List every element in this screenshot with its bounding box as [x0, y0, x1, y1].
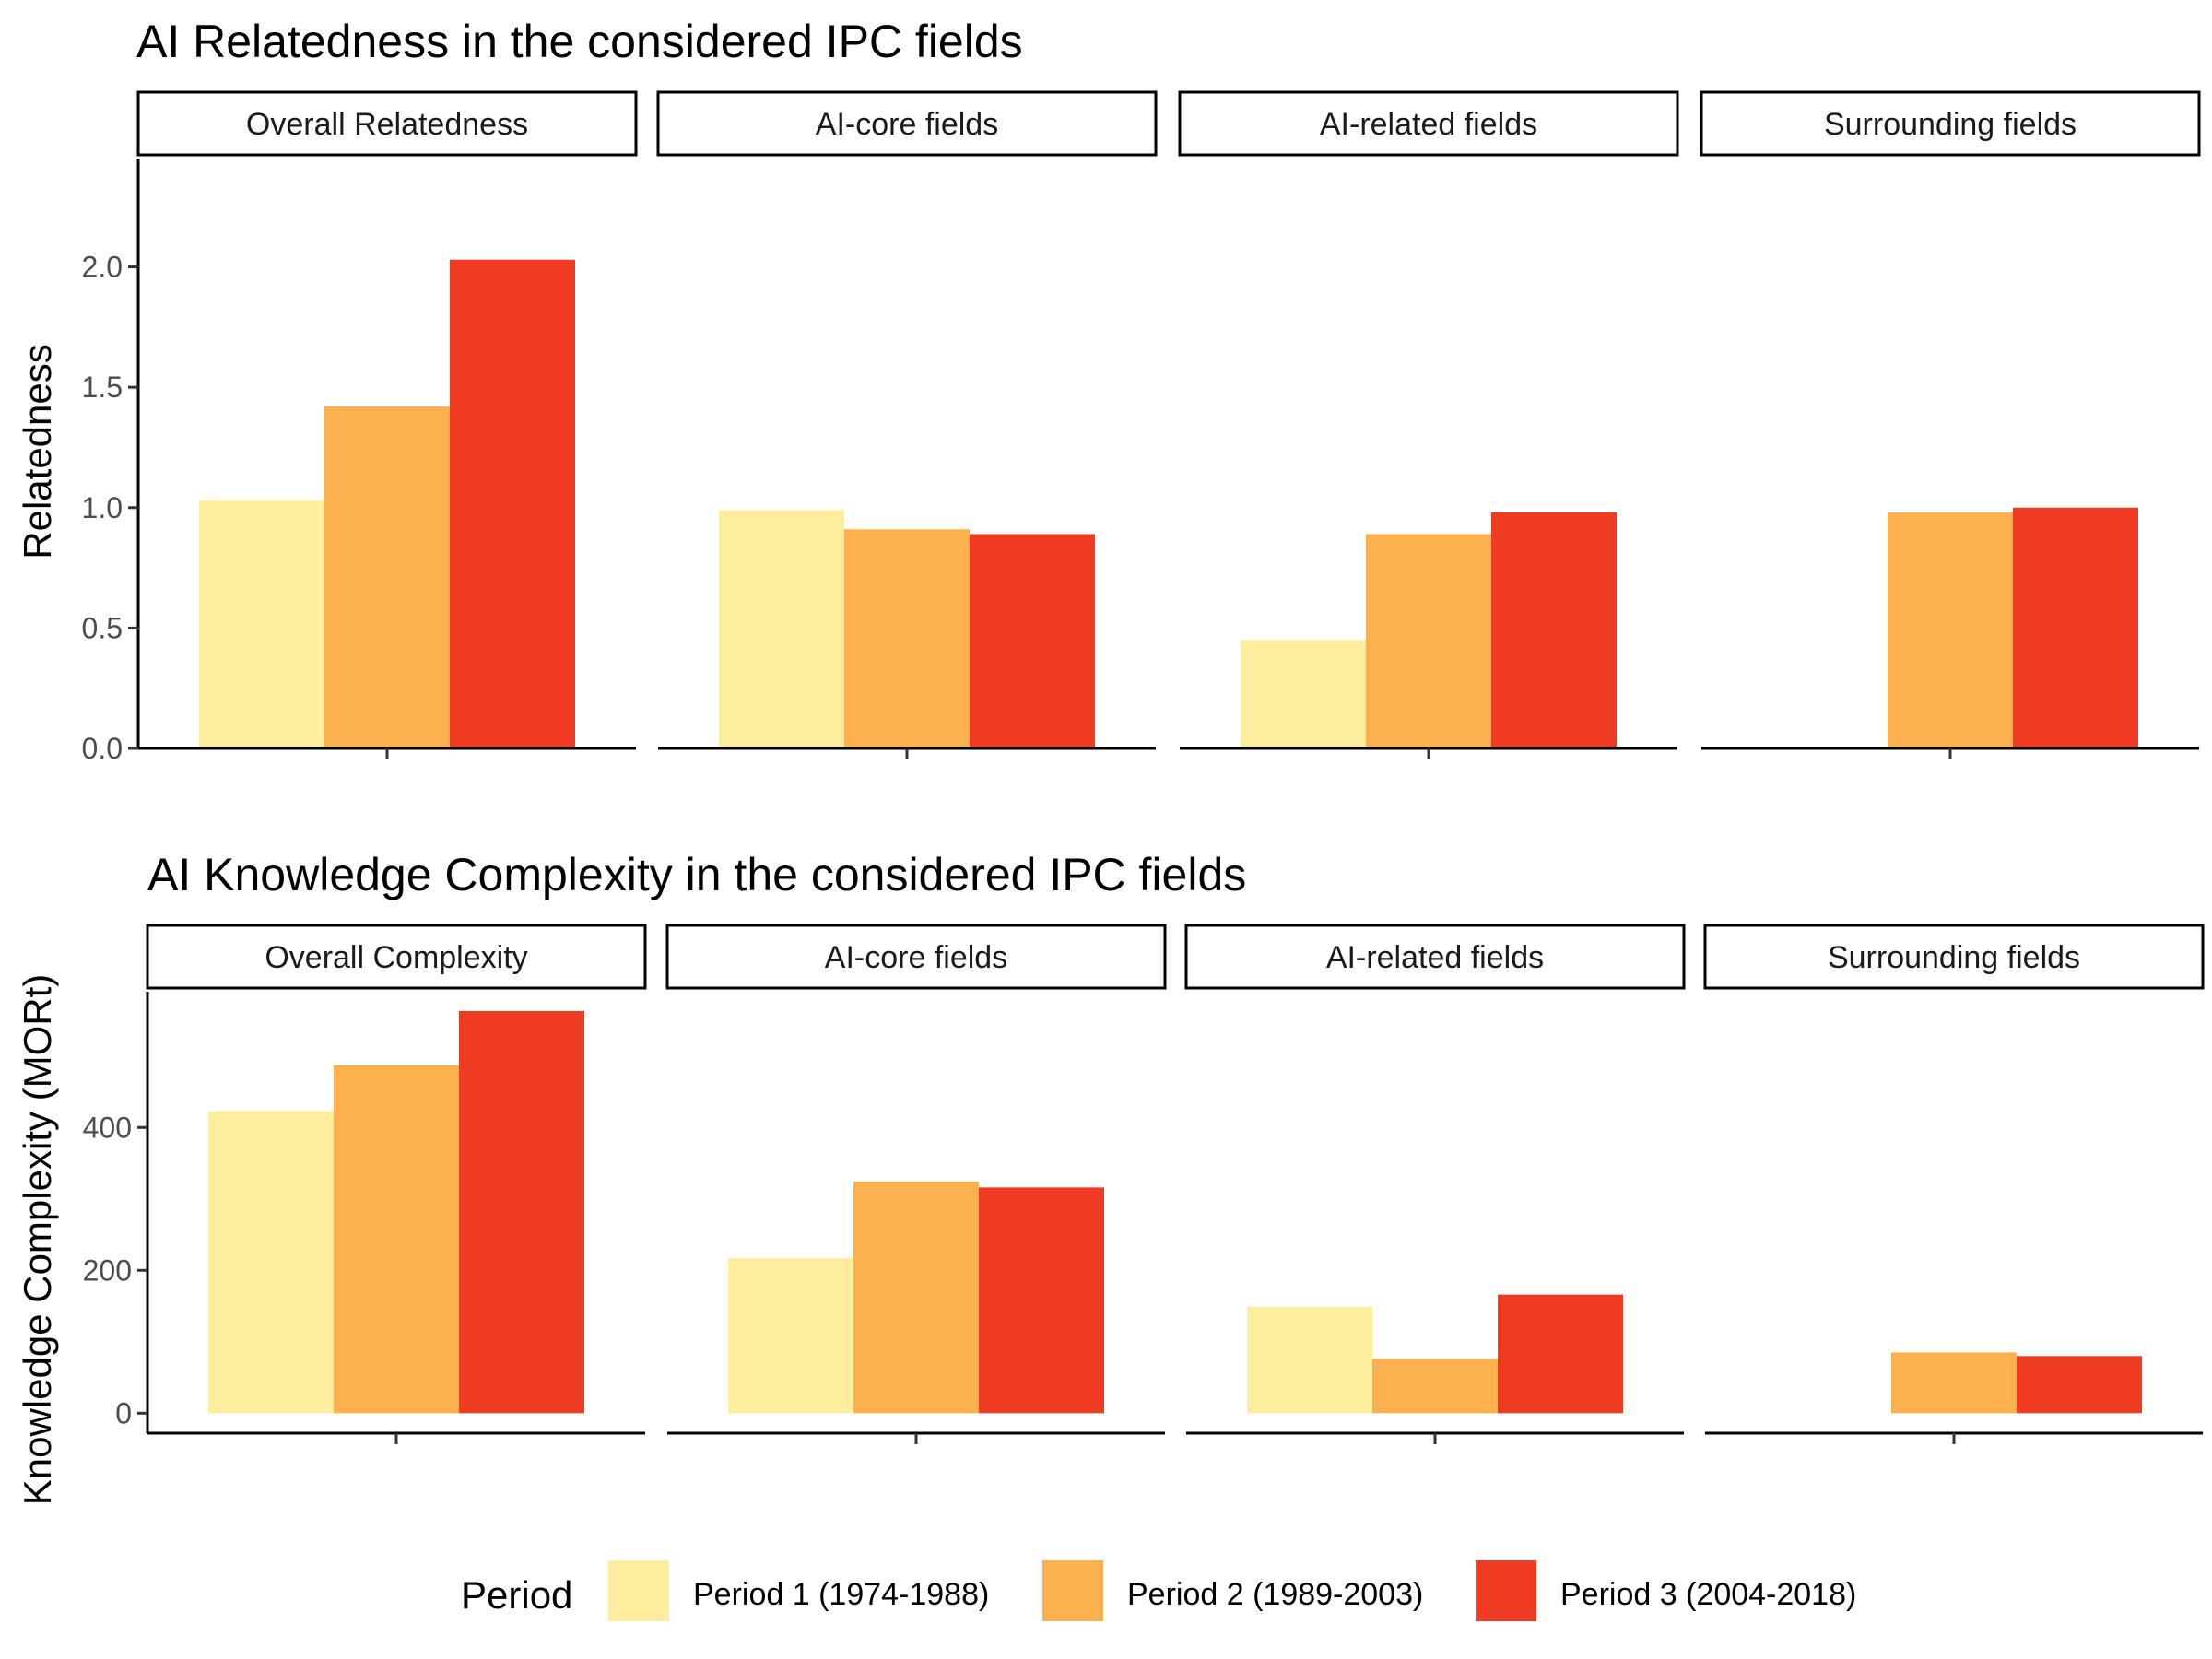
top-facet-label-1: Overall Relatedness [246, 107, 528, 142]
bottom-facet-strip-2 [665, 924, 1167, 990]
top-facet-label-4: Surrounding fields [1824, 107, 2077, 142]
bottom-y-tick-label-1: 0 [115, 1396, 132, 1430]
legend-label-period-1: Period 1 (1974-1988) [693, 1577, 989, 1612]
top-bar-facet-1-period-2 [324, 406, 450, 748]
bottom-facet-label-1: Overall Complexity [265, 940, 527, 975]
top-bar-facet-1-period-3 [450, 259, 575, 748]
legend-label-period-2: Period 2 (1989-2003) [1127, 1577, 1423, 1612]
top-bar-facet-3-period-3 [1491, 512, 1617, 748]
top-panel-4: Surrounding fields [1700, 90, 2201, 759]
top-y-axis-title: Relatedness [16, 344, 59, 559]
legend-swatch-period-2 [1042, 1560, 1103, 1621]
top-bar-facet-4-period-2 [1888, 512, 2013, 748]
bottom-bar-facet-3-period-1 [1247, 1306, 1372, 1414]
legend: Period Period 1 (1974-1988) Period 2 (19… [461, 1560, 1856, 1621]
bottom-bar-facet-3-period-2 [1372, 1359, 1498, 1414]
bottom-bar-facet-3-period-3 [1498, 1294, 1623, 1414]
top-facet-strip-4 [1700, 90, 2201, 157]
bottom-panel-3: AI-related fields [1184, 924, 1686, 1444]
top-bar-facet-2-period-3 [970, 534, 1095, 748]
bottom-y-tick-label-2: 200 [83, 1253, 132, 1287]
bottom-bar-facet-2-period-2 [853, 1182, 979, 1414]
bottom-facet-label-4: Surrounding fields [1828, 940, 2080, 975]
top-facet-strip-2 [656, 90, 1158, 157]
bottom-bar-facet-1-period-2 [334, 1065, 459, 1414]
top-facet-label-2: AI-core fields [816, 107, 998, 142]
top-chart-title: AI Relatedness in the considered IPC fie… [136, 16, 1023, 67]
bottom-facet-strip-1 [146, 924, 647, 990]
top-y-tick-label-5: 2.0 [82, 251, 123, 284]
top-chart-panels: Overall Relatedness 0.0 0.5 1.0 1.5 2.0 AI-cor… [82, 90, 2201, 765]
bottom-panel-1: Overall Complexity 0 200 400 [83, 924, 647, 1444]
bottom-bar-facet-2-period-1 [728, 1258, 853, 1414]
bottom-bar-facet-1-period-1 [208, 1111, 334, 1414]
top-bar-facet-3-period-2 [1366, 534, 1491, 748]
top-bar-facet-1-period-1 [199, 500, 324, 748]
top-bar-facet-4-period-3 [2013, 507, 2138, 748]
top-panel-3: AI-related fields [1178, 90, 1679, 759]
top-facet-strip-3 [1178, 90, 1679, 157]
bottom-bar-facet-4-period-2 [1891, 1352, 2017, 1414]
bottom-facet-label-2: AI-core fields [825, 940, 1007, 975]
bottom-y-axis-title: Knowledge Complexity (MORt) [16, 974, 59, 1506]
bottom-bar-facet-1-period-3 [459, 1010, 584, 1414]
bottom-facet-label-3: AI-related fields [1326, 940, 1544, 975]
bottom-chart-panels: Overall Complexity 0 200 400 AI-core fields A… [83, 924, 2205, 1444]
bottom-y-tick-label-3: 400 [83, 1111, 132, 1144]
legend-label-period-3: Period 3 (2004-2018) [1560, 1577, 1856, 1612]
top-y-tick-label-1: 0.0 [82, 732, 123, 765]
top-y-tick-label-2: 0.5 [82, 611, 123, 644]
top-facet-strip-1 [136, 90, 638, 157]
bottom-panel-4: Surrounding fields [1703, 924, 2205, 1444]
legend-swatch-period-3 [1476, 1560, 1536, 1621]
top-panel-2: AI-core fields [656, 90, 1158, 759]
top-facet-label-3: AI-related fields [1320, 107, 1537, 142]
bottom-bar-facet-2-period-3 [979, 1187, 1104, 1414]
top-y-tick-label-4: 1.5 [82, 371, 123, 404]
bottom-chart-title: AI Knowledge Complexity in the considere… [147, 849, 1246, 900]
top-bar-facet-2-period-1 [719, 510, 844, 748]
top-y-tick-label-3: 1.0 [82, 491, 123, 524]
legend-swatch-period-1 [608, 1560, 669, 1621]
bottom-facet-strip-4 [1703, 924, 2205, 990]
top-panel-1: Overall Relatedness 0.0 0.5 1.0 1.5 2.0 [82, 90, 638, 765]
bottom-bar-facet-4-period-3 [2017, 1356, 2142, 1414]
legend-title: Period [461, 1573, 572, 1617]
bottom-facet-strip-3 [1184, 924, 1686, 990]
bottom-panel-2: AI-core fields [665, 924, 1167, 1444]
top-bar-facet-2-period-2 [844, 529, 970, 748]
top-bar-facet-3-period-1 [1241, 640, 1366, 748]
